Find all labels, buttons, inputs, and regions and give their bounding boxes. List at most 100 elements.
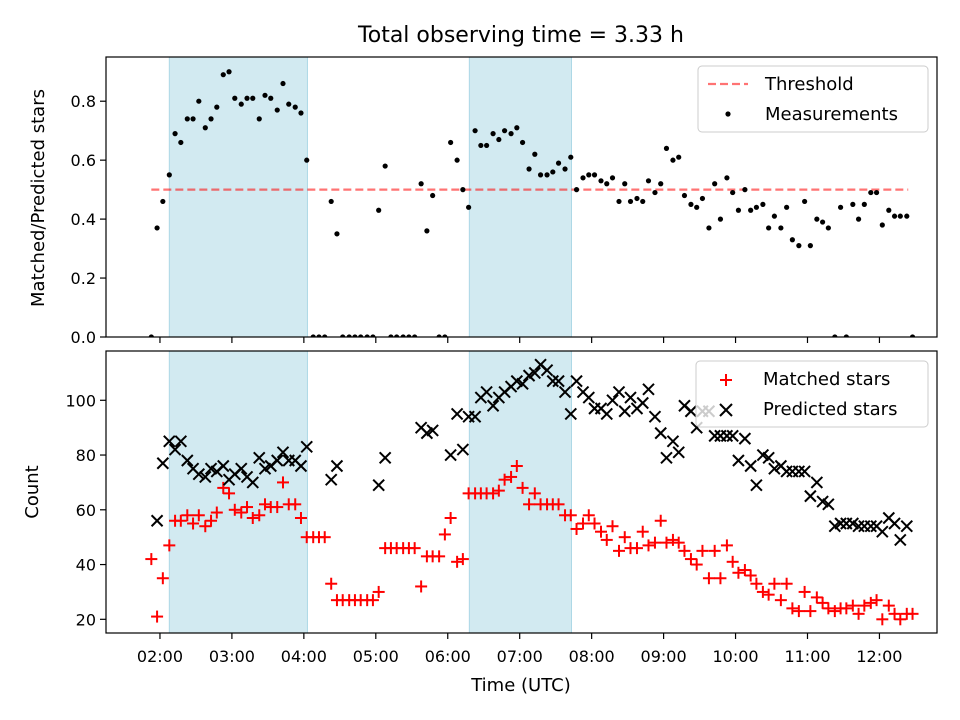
predicted-point (570, 374, 583, 388)
predicted-point (582, 391, 595, 404)
measurement-point (573, 187, 580, 193)
measurement-point (304, 157, 310, 163)
measurement-point (352, 334, 358, 337)
matched-point (516, 481, 529, 494)
measurement-point (796, 243, 802, 249)
matched-point (570, 522, 583, 535)
predicted-point (528, 366, 542, 380)
measurement-point (394, 334, 400, 337)
matched-point (600, 533, 613, 546)
predicted-point (516, 377, 529, 391)
matched-point (732, 566, 745, 579)
x-tick-label: 05:00 (353, 647, 399, 666)
measurement-point (681, 192, 688, 199)
matched-point (289, 498, 302, 511)
predicted-point (744, 459, 757, 473)
measurement-point (286, 101, 292, 107)
predicted-point (600, 407, 613, 421)
predicted-point (199, 470, 212, 484)
measurement-point (730, 189, 736, 196)
predicted-point (552, 374, 565, 388)
matched-point (780, 577, 793, 590)
predicted-point (150, 514, 164, 527)
measurement-point (256, 116, 262, 122)
predicted-point (810, 476, 824, 489)
matched-point (816, 596, 829, 609)
measurement-point (484, 142, 490, 149)
matched-point (804, 605, 817, 618)
measurement-point (771, 213, 777, 219)
measurement-point (802, 198, 808, 205)
series-measurements (148, 69, 916, 337)
measurement-point (843, 334, 849, 337)
matched-point (433, 550, 446, 563)
x-tick-label: 08:00 (569, 647, 615, 666)
measurement-point (400, 334, 406, 337)
matched-point (588, 517, 601, 530)
predicted-point (276, 446, 290, 459)
measurement-point (316, 334, 322, 337)
matched-point (786, 602, 799, 615)
predicted-point (324, 473, 338, 486)
matched-point (408, 542, 421, 555)
measurement-point (658, 181, 664, 187)
matched-point (595, 525, 608, 538)
measurement-point (178, 139, 184, 146)
measurement-point (478, 142, 484, 149)
measurement-point (676, 154, 682, 160)
matched-point (828, 605, 841, 618)
measurement-point (622, 181, 628, 187)
measurement-point (886, 207, 892, 213)
matched-point (492, 484, 505, 497)
axes-frame (105, 350, 938, 634)
measurement-point (382, 163, 388, 169)
measurement-point (825, 225, 831, 231)
measurement-point (220, 72, 226, 78)
matched-point (738, 564, 751, 577)
measurement-point (640, 198, 646, 205)
measurement-point (748, 207, 754, 213)
measurement-point (160, 198, 166, 205)
measurement-point (609, 175, 616, 181)
measurement-point (712, 181, 718, 187)
measurement-point (412, 334, 418, 337)
bottom-legend-box (695, 360, 929, 428)
measurement-point (670, 157, 676, 163)
predicted-point (468, 410, 482, 423)
legend-predicted-swatch (719, 403, 733, 417)
predicted-point (642, 383, 655, 396)
measurement-point (616, 198, 622, 205)
y-tick-label: 0.8 (71, 92, 96, 111)
matched-point (505, 470, 518, 483)
predicted-point (804, 489, 817, 503)
measurement-point (262, 92, 268, 98)
measurement-point (909, 334, 916, 337)
plot-area (148, 69, 916, 337)
bottom-panel: 20 40 60 80 100 02:00 03:00 04:00 05:00 06:00 07:0… (65, 350, 938, 666)
measurement-point (519, 139, 526, 146)
matched-point (163, 539, 176, 552)
predicted-point (253, 451, 266, 464)
measurement-point (226, 69, 232, 75)
matched-point (223, 487, 236, 500)
matched-point (444, 512, 457, 525)
predicted-point (456, 443, 470, 456)
predicted-point (636, 396, 649, 410)
predicted-point (606, 394, 619, 407)
x-tick-label: 02:00 (137, 647, 183, 666)
predicted-point (768, 462, 781, 475)
legend-threshold-label: Threshold (764, 74, 854, 95)
measurement-point (340, 334, 346, 337)
matched-point (636, 525, 649, 538)
predicted-point (294, 459, 308, 473)
matched-point (325, 577, 338, 590)
matched-point (271, 501, 284, 514)
matched-point (750, 577, 763, 590)
predicted-point (738, 432, 752, 445)
predicted-point (762, 451, 775, 464)
predicted-point (750, 478, 763, 492)
measurement-point (346, 334, 352, 337)
measurement-point (699, 195, 706, 202)
matched-point (205, 514, 218, 527)
